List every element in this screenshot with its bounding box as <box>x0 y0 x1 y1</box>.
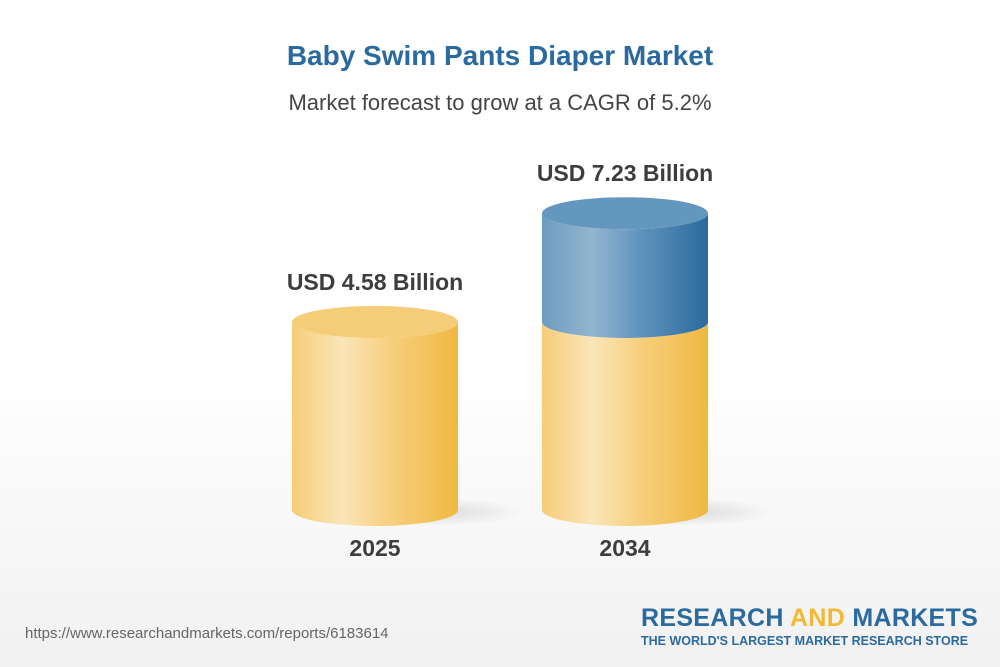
logo-word: MARKETS <box>852 604 979 632</box>
report-url[interactable]: https://www.researchandmarkets.com/repor… <box>25 625 389 642</box>
logo-tagline: THE WORLD'S LARGEST MARKET RESEARCH STOR… <box>641 634 969 648</box>
chart-title: Baby Swim Pants Diaper Market <box>286 40 714 71</box>
bar-base-segment <box>542 322 708 526</box>
bar-top-2025 <box>292 306 458 338</box>
bar-2025 <box>292 322 458 526</box>
chart-subtitle: Market forecast to grow at a CAGR of 5.2… <box>288 90 712 115</box>
category-label: 2025 <box>349 535 400 561</box>
logo-word: AND <box>790 604 846 632</box>
bar-top-2034 <box>542 197 708 230</box>
data-label: USD 4.58 Billion <box>287 269 463 295</box>
bar-growth-segment <box>542 213 708 338</box>
research-and-markets-logo: RESEARCH AND MARKETS THE WORLD'S LARGEST… <box>641 604 979 648</box>
data-label: USD 7.23 Billion <box>537 160 713 186</box>
logo-word: RESEARCH <box>641 604 784 632</box>
category-label: 2034 <box>599 535 650 561</box>
